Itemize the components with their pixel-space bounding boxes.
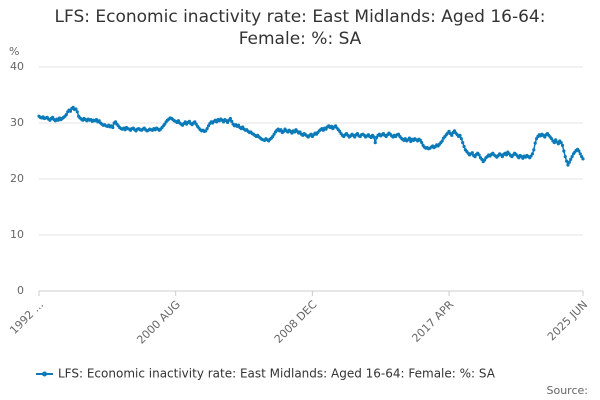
x-tick-label: 2017 APR [409,298,456,345]
data-point [504,153,509,157]
data-point [68,109,73,113]
data-point [533,141,537,145]
data-point [440,139,444,143]
chart-title: LFS: Economic inactivity rate: East Midl… [54,7,546,49]
legend-text: LFS: Economic inactivity rate: East Midl… [58,367,496,381]
data-point [566,163,570,167]
data-point [477,153,481,157]
data-point [556,142,560,146]
data-point [562,149,566,153]
x-tick-label: 2008 DEC [272,298,320,346]
data-point [74,107,78,111]
data-point [530,152,535,156]
data-point [461,141,465,145]
data-point [420,141,424,145]
data-point [567,160,571,164]
data-point [578,152,582,156]
data-point [64,113,68,117]
data-point [75,110,79,114]
data-point [407,136,412,140]
y-axis-unit: % [9,45,19,58]
data-point [560,143,565,147]
data-point [462,144,466,149]
data-point [205,127,209,131]
data-point [563,155,567,159]
data-point [570,155,574,159]
data-point [564,159,569,163]
data-point [470,151,474,155]
data-point [450,133,454,137]
data-point [228,116,232,121]
data-point [569,157,573,161]
source: Source: [547,384,589,397]
y-tick-label: 40 [10,60,24,73]
x-tick-label: 2025 JUN [545,298,590,343]
x-tick-label: 1992 ... [7,298,46,337]
y-tick-label: 20 [10,172,24,185]
data-point [577,149,581,153]
data-point [532,148,536,152]
legend-marker [42,371,47,377]
data-point [373,141,377,145]
data-point [552,141,556,145]
x-tick-label: 2000 AUG [134,298,183,347]
y-tick-label: 30 [10,116,24,129]
data-point [559,141,563,145]
y-tick-label: 10 [10,228,24,241]
data-point [111,125,115,130]
data-point [458,133,462,137]
data-point [459,137,463,141]
data-point [279,128,283,132]
data-point [230,119,234,123]
y-tick-label: 0 [17,284,24,297]
data-point [581,157,585,161]
data-point [372,135,376,139]
